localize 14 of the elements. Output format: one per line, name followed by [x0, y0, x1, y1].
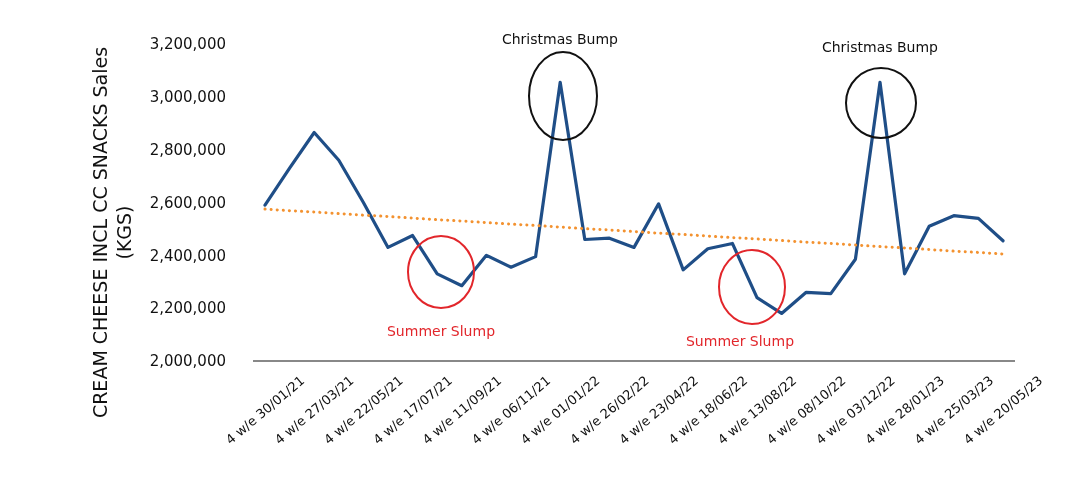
y-tick-label: 2,600,000 — [149, 193, 226, 212]
y-axis-title: CREAM CHEESE INCL CC SNACKS Sales (KGS) — [89, 46, 135, 419]
y-tick-label: 3,200,000 — [149, 35, 226, 54]
y-tick-label: 2,400,000 — [149, 246, 226, 265]
annotation: Christmas Bump — [821, 39, 939, 55]
y-tick-label: 3,000,000 — [149, 88, 226, 107]
y-tick-label: 2,800,000 — [149, 140, 226, 159]
y-tick-label: 2,200,000 — [149, 299, 226, 318]
annotation: Summer Slump — [386, 323, 496, 339]
y-tick-label: 2,000,000 — [149, 352, 226, 371]
line-series — [263, 80, 1005, 316]
line-series — [263, 207, 1005, 256]
annotation: Christmas Bump — [501, 31, 619, 47]
annotation: Summer Slump — [685, 333, 795, 349]
